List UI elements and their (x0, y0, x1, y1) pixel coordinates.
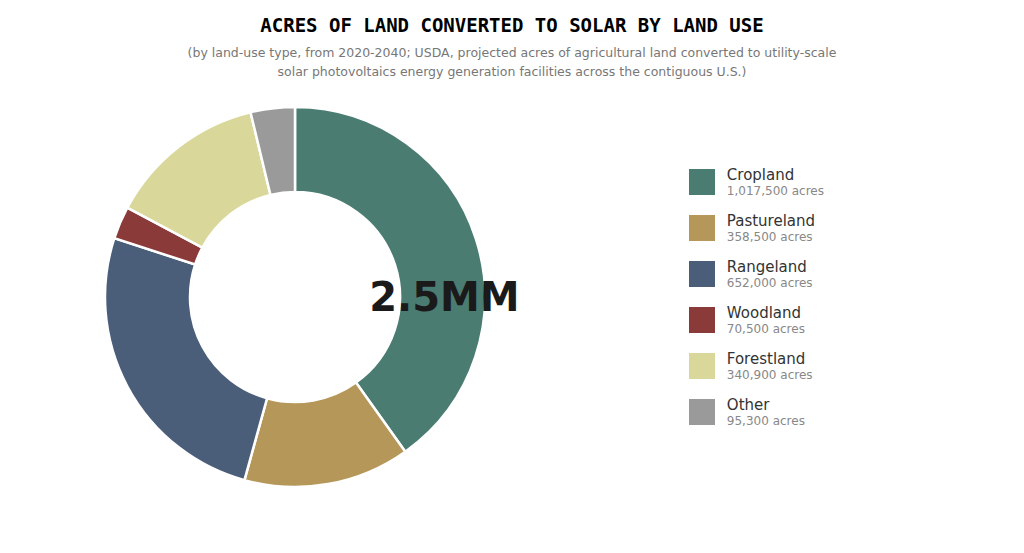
html-text:(by land-use type, from 2020-2: (by land-use type, from 2020-2040; USDA,… (187, 45, 837, 79)
html-text:Cropland: Cropland (726, 165, 795, 184)
html-text:Rangeland: Rangeland (726, 257, 807, 276)
html-text:1,017,500 acres: 1,017,500 acres (726, 183, 824, 198)
html-text:Other: Other (726, 395, 770, 414)
svg-text:2.5MM: 2.5MM (369, 274, 519, 320)
html-text:95,300 acres: 95,300 acres (726, 413, 805, 428)
html-text:358,500 acres: 358,500 acres (726, 229, 813, 244)
html-text:70,500 acres: 70,500 acres (726, 321, 805, 336)
html-text:652,000 acres: 652,000 acres (726, 275, 813, 290)
html-text:ACRES OF LAND CONVERTED TO SOL: ACRES OF LAND CONVERTED TO SOLAR BY LAND… (260, 14, 764, 36)
html-text:340,900 acres: 340,900 acres (726, 367, 813, 382)
html-text:Forestland: Forestland (726, 349, 806, 368)
html-text:Pastureland: Pastureland (726, 211, 816, 230)
html-text:Woodland: Woodland (726, 303, 802, 322)
